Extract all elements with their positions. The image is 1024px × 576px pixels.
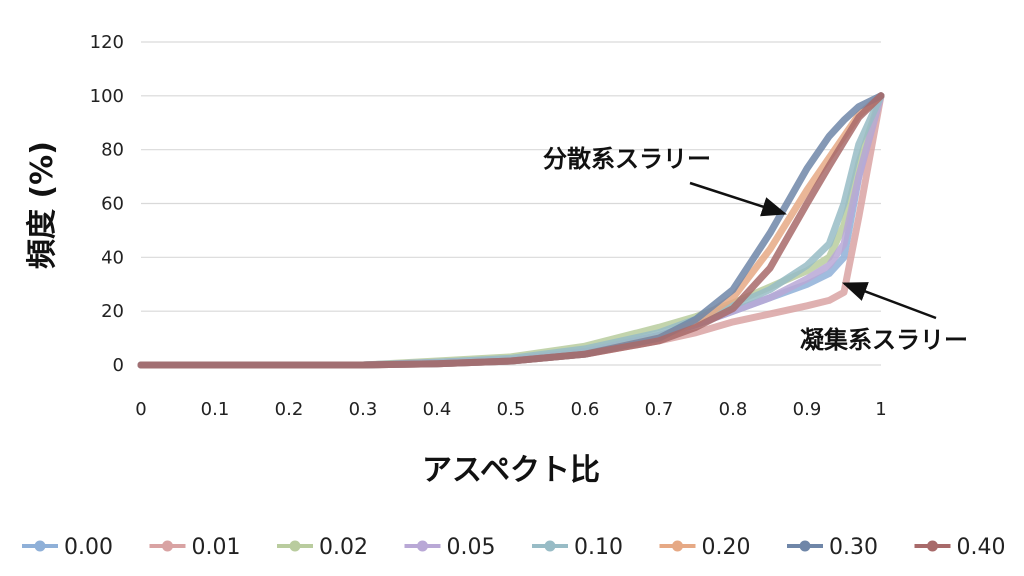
legend-swatch-marker	[799, 540, 811, 552]
series-line-0.40	[137, 92, 885, 369]
gridlines	[141, 41, 881, 366]
y-tick-label: 40	[101, 247, 124, 268]
annotation-arrow-dispersed	[689, 181, 787, 217]
annotation-dispersed: 分散系スラリー	[543, 145, 711, 173]
legend-label: 0.02	[319, 535, 368, 560]
x-tick-label: 1	[875, 399, 886, 420]
series-lines	[137, 92, 885, 369]
y-tick-label: 0	[113, 355, 124, 376]
annotation-agglomerated: 凝集系スラリー	[800, 326, 968, 354]
x-tick-label: 0.5	[497, 399, 526, 420]
legend-item-0.10: 0.10	[532, 535, 623, 560]
legend-item-0.20: 0.20	[659, 535, 751, 560]
x-tick-label: 0.7	[645, 399, 674, 420]
x-tick-label: 0.4	[423, 399, 452, 420]
y-tick-label: 80	[101, 140, 124, 161]
legend-item-0.30: 0.30	[787, 535, 878, 560]
y-tick-label: 120	[90, 32, 124, 53]
legend-swatch-marker	[544, 540, 556, 552]
legend-label: 0.01	[192, 535, 241, 560]
legend-item-0.00: 0.00	[22, 535, 113, 560]
x-tick-label: 0	[135, 399, 146, 420]
x-tick-label: 0.8	[719, 399, 748, 420]
legend-label: 0.40	[957, 535, 1006, 560]
series-line-0.30	[137, 92, 885, 369]
x-tick-label: 0.3	[349, 399, 378, 420]
legend-label: 0.30	[829, 535, 878, 560]
x-tick-label: 0.2	[275, 399, 304, 420]
legend-item-0.40: 0.40	[914, 535, 1006, 560]
legend-label: 0.10	[574, 535, 623, 560]
y-tick-labels: 0 20 40 60 80 100 120	[90, 32, 124, 376]
x-tick-label: 0.1	[201, 399, 230, 420]
legend-item-0.02: 0.02	[277, 535, 368, 560]
x-axis-title: アスペクト比	[422, 453, 600, 488]
legend-swatch-marker	[672, 540, 683, 552]
x-tick-labels: 0 0.1 0.2 0.3 0.4 0.5 0.6 0.7 0.8 0.9 1	[135, 399, 886, 420]
legend-swatch-marker	[417, 540, 428, 552]
legend-swatch-marker	[289, 540, 301, 552]
legend-item-0.01: 0.01	[149, 535, 241, 560]
legend-swatch-marker	[34, 540, 46, 552]
y-tick-label: 20	[101, 301, 124, 322]
legend: 0.00 0.01 0.02 0.05 0.10 0.20 0.30 0.40	[22, 535, 1005, 560]
legend-item-0.05: 0.05	[404, 535, 496, 560]
y-tick-label: 100	[90, 86, 124, 107]
y-tick-label: 60	[101, 194, 124, 215]
legend-swatch-marker	[162, 540, 173, 552]
y-axis-title: 頻度 (%)	[25, 141, 60, 269]
x-tick-label: 0.6	[571, 399, 600, 420]
annotation-arrow-agglomerated	[841, 282, 937, 320]
legend-label: 0.05	[447, 535, 496, 560]
legend-swatch-marker	[927, 540, 938, 552]
x-tick-label: 0.9	[793, 399, 822, 420]
legend-label: 0.00	[64, 535, 113, 560]
legend-label: 0.20	[702, 535, 751, 560]
